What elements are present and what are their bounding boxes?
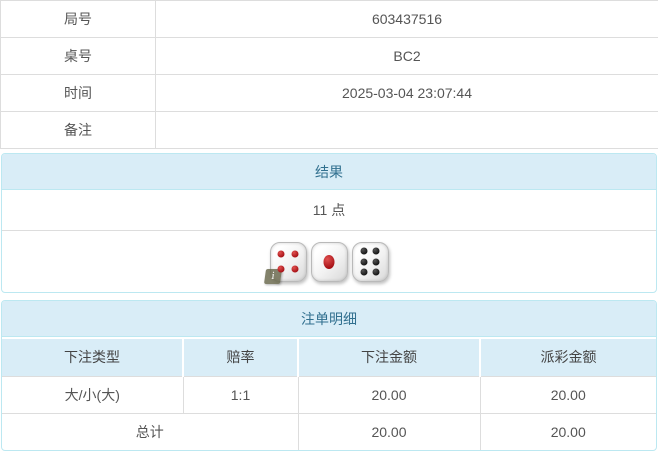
dice-row: i <box>2 231 656 292</box>
total-payout-amount: 20.00 <box>479 412 656 450</box>
die-pip <box>360 247 368 255</box>
bet-type-value: 大/小(大) <box>2 375 183 413</box>
die-pip <box>372 258 380 265</box>
die-pip <box>277 265 285 273</box>
table-no-label: 桌号 <box>0 37 156 75</box>
remark-label: 备注 <box>0 111 156 149</box>
col-odds: 赔率 <box>182 337 298 376</box>
die-pip <box>372 247 380 255</box>
payout-amount-value: 20.00 <box>479 375 656 413</box>
total-row: 总计 20.00 20.00 <box>2 412 656 450</box>
col-payout-amount: 派彩金额 <box>479 337 656 376</box>
table-row: 局号 603437516 <box>0 0 658 38</box>
table-no-value: BC2 <box>155 37 658 75</box>
result-panel-title: 结果 <box>2 154 656 190</box>
die-pip <box>360 258 368 265</box>
col-bet-type: 下注类型 <box>2 337 183 376</box>
bet-details-panel: 注单明细 下注类型 赔率 下注金额 派彩金额 大/小(大) 1:1 20.00 … <box>1 300 657 451</box>
round-id-value: 603437516 <box>155 0 658 38</box>
die-2-icon <box>310 241 348 282</box>
total-bet-amount: 20.00 <box>297 412 480 450</box>
bet-row: 大/小(大) 1:1 20.00 20.00 <box>2 375 656 413</box>
table-row: 桌号 BC2 <box>0 37 658 75</box>
table-row: 备注 <box>0 111 658 149</box>
bet-odds-value: 1:1 <box>182 375 298 413</box>
die-pip <box>360 268 368 276</box>
result-panel: 结果 11 点 i <box>1 153 657 293</box>
die-1-icon: i <box>263 241 307 284</box>
col-bet-amount: 下注金额 <box>297 337 480 376</box>
total-label: 总计 <box>2 412 298 450</box>
die-pip <box>277 250 285 258</box>
remark-value <box>155 111 658 149</box>
game-info-table: 局号 603437516 桌号 BC2 时间 2025-03-04 23:07:… <box>0 0 658 149</box>
bet-details-table: 下注类型 赔率 下注金额 派彩金额 大/小(大) 1:1 20.00 20.00… <box>2 337 656 450</box>
time-value: 2025-03-04 23:07:44 <box>155 74 658 112</box>
table-header-row: 下注类型 赔率 下注金额 派彩金额 <box>2 337 656 376</box>
die-pip <box>372 268 380 276</box>
round-id-label: 局号 <box>0 0 156 38</box>
die-3-icon <box>351 241 389 282</box>
die-pip <box>291 265 299 273</box>
die-pip <box>323 255 335 270</box>
bet-details-title: 注单明细 <box>2 301 656 337</box>
result-points: 11 点 <box>2 190 656 231</box>
bet-amount-value: 20.00 <box>297 375 480 413</box>
time-label: 时间 <box>0 74 156 112</box>
table-row: 时间 2025-03-04 23:07:44 <box>0 74 658 112</box>
die-pip <box>291 250 299 258</box>
